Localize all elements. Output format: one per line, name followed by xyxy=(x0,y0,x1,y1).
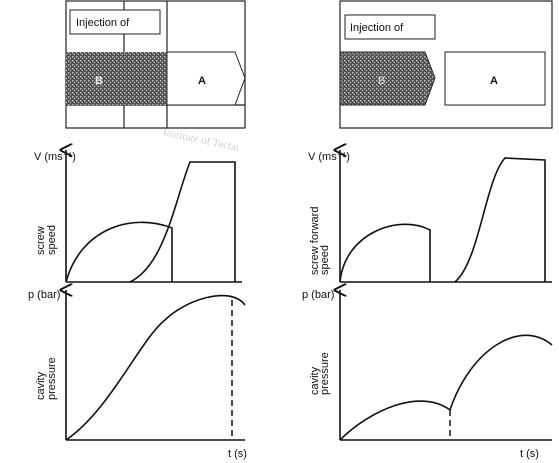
axis-label: V (ms⁻¹) xyxy=(34,151,76,163)
watermark: Institute of Techn xyxy=(162,126,241,154)
axis-caption: screwspeed xyxy=(35,225,58,255)
segment-a: A xyxy=(198,75,206,87)
segment-a: A xyxy=(490,75,498,87)
segment-b: B xyxy=(378,75,385,87)
header: Injection of xyxy=(350,22,404,34)
left-velocity-graph xyxy=(66,150,242,283)
axis-label: p (bar) xyxy=(302,289,334,301)
axis-label: V (ms⁻¹) xyxy=(308,151,350,163)
right-injection-box xyxy=(339,0,553,129)
axis-caption: cavitypressure xyxy=(309,352,331,395)
right-pressure-graph xyxy=(340,290,553,441)
axis-caption: cavitypressure xyxy=(35,357,58,400)
axis-label: p (bar) xyxy=(28,289,60,301)
axis-caption: screw forwardspeed xyxy=(309,207,331,275)
left-injection-box xyxy=(65,0,246,129)
axis-label: t (s) xyxy=(228,448,247,460)
axis-label: t (s) xyxy=(520,448,539,460)
header: Injection of xyxy=(76,17,130,29)
segment-b: B xyxy=(95,75,103,87)
right-velocity-graph xyxy=(340,150,552,283)
left-pressure-graph xyxy=(66,290,246,441)
